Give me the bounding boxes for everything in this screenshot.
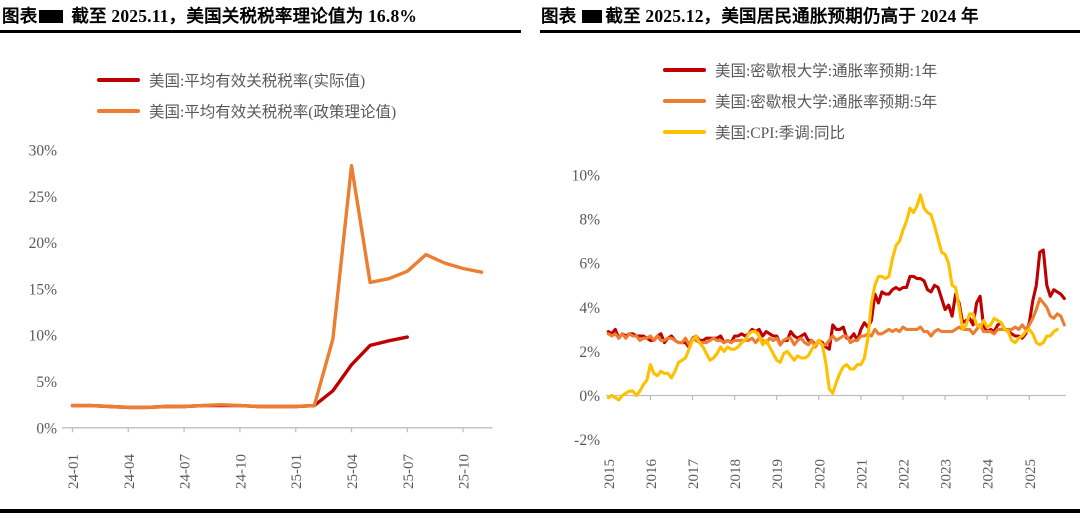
x-axis [606,394,1066,400]
x-axis-labels: 2015 2016 2017 2018 2019 2020 2021 2022 2023 2024… [602,459,1039,490]
legend-line-marker [97,109,140,113]
x-tick-label: 24-10 [233,454,249,489]
x-tick-label: 2018 [728,459,744,489]
x-tick-label: 24-07 [178,454,194,489]
x-tick-label: 24-04 [122,454,138,489]
left-figure-label: 图表 [2,6,38,26]
x-tick-label: 2025 [1023,459,1039,489]
y-tick-label: 10% [29,328,58,345]
y-tick-label: 4% [579,300,600,317]
x-tick-label: 2022 [896,459,912,489]
x-tick-label: 2016 [644,459,660,490]
x-axis-labels: 24-01 24-04 24-07 24-10 25-01 25-04 25-07 25-10 [66,454,473,489]
y-tick-label: 25% [29,189,58,206]
x-tick-label: 2024 [981,459,997,490]
left-chart-title: 图表 截至 2025.11，美国关税税率理论值为 16.8% [2,3,417,28]
legend-item: 美国:平均有效关税税率(政策理论值) [97,100,396,122]
x-tick-label: 2023 [939,459,955,489]
y-tick-label: 5% [36,374,57,391]
y-tick-label: 20% [29,235,58,252]
y-axis-labels: 0% 5% 10% 15% 20% 25% 30% [29,143,58,438]
series-line-0 [606,248,1066,351]
legend-item: 美国:密歇根大学:通胀率预期:1年 [663,59,937,81]
title-underline [540,30,1080,33]
legend-item: 美国:平均有效关税税率(实际值) [97,69,396,91]
legend-line-marker [663,130,706,134]
left-title-text: 截至 2025.11，美国关税税率理论值为 16.8% [71,6,418,26]
tariff-chart-legend: 美国:平均有效关税税率(实际值) 美国:平均有效关税税率(政策理论值) [97,69,396,131]
title-underline [0,30,521,33]
tariff-chart: 0%5%10%15%20%25%30%24-01 24-04 24-07 24-10 2… [29,143,493,489]
x-tick-label: 25-04 [345,454,361,489]
legend-item: 美国:CPI:季调:同比 [663,121,937,143]
x-tick-label: 25-07 [401,454,417,489]
legend-label: 美国:密歇根大学:通胀率预期:1年 [715,63,938,80]
x-tick-label: 2017 [686,459,702,490]
x-axis [62,427,493,433]
legend-label: 美国:CPI:季调:同比 [715,125,846,142]
right-title-text: 截至 2025.12，美国居民通胀预期仍高于 2024 年 [605,6,979,26]
x-tick-label: 24-01 [66,454,82,489]
x-tick-label: 2015 [602,459,618,489]
legend-line-marker [663,68,706,72]
x-tick-label: 2021 [854,459,870,489]
y-tick-label: 6% [579,256,600,273]
y-tick-label: -2% [574,432,600,449]
legend-item: 美国:密歇根大学:通胀率预期:5年 [663,90,937,112]
legend-line-marker [97,78,140,82]
inflation-chart: -2% 0% 2% 4% 6% 8% 10% 2015 2016 2017 2018 2019 2020… [572,168,1066,490]
y-tick-label: 30% [29,143,58,160]
x-tick-label: 25-01 [289,454,305,489]
y-tick-label: 10% [572,168,601,185]
legend-label: 美国:密歇根大学:通胀率预期:5年 [715,94,938,111]
x-tick-label: 2020 [812,459,828,489]
series-line-2 [606,193,1059,402]
y-tick-label: 8% [579,212,600,229]
legend-label: 美国:平均有效关税税率(实际值) [149,73,366,90]
y-tick-label: 0% [36,420,57,437]
series-line-0 [70,335,409,410]
inflation-chart-legend: 美国:密歇根大学:通胀率预期:1年 美国:密歇根大学:通胀率预期:5年 美国:CPI… [663,59,937,152]
series-line-1 [606,296,1066,349]
y-tick-label: 0% [579,388,600,405]
legend-label: 美国:平均有效关税税率(政策理论值) [149,104,397,121]
legend-line-marker [663,99,706,103]
right-chart-title: 图表 截至 2025.12，美国居民通胀预期仍高于 2024 年 [541,3,979,28]
right-figure-label: 图表 [541,6,577,26]
figure-number-redaction [582,10,603,23]
x-tick-label: 2019 [770,459,786,489]
series-line-1 [70,163,484,410]
figure-number-redaction [39,10,64,23]
footer-rule [0,509,1080,513]
y-axis-labels: -2% 0% 2% 4% 6% 8% 10% [572,168,601,450]
y-tick-label: 2% [579,344,600,361]
x-tick-label: 25-10 [457,454,473,489]
y-tick-label: 15% [29,281,58,298]
